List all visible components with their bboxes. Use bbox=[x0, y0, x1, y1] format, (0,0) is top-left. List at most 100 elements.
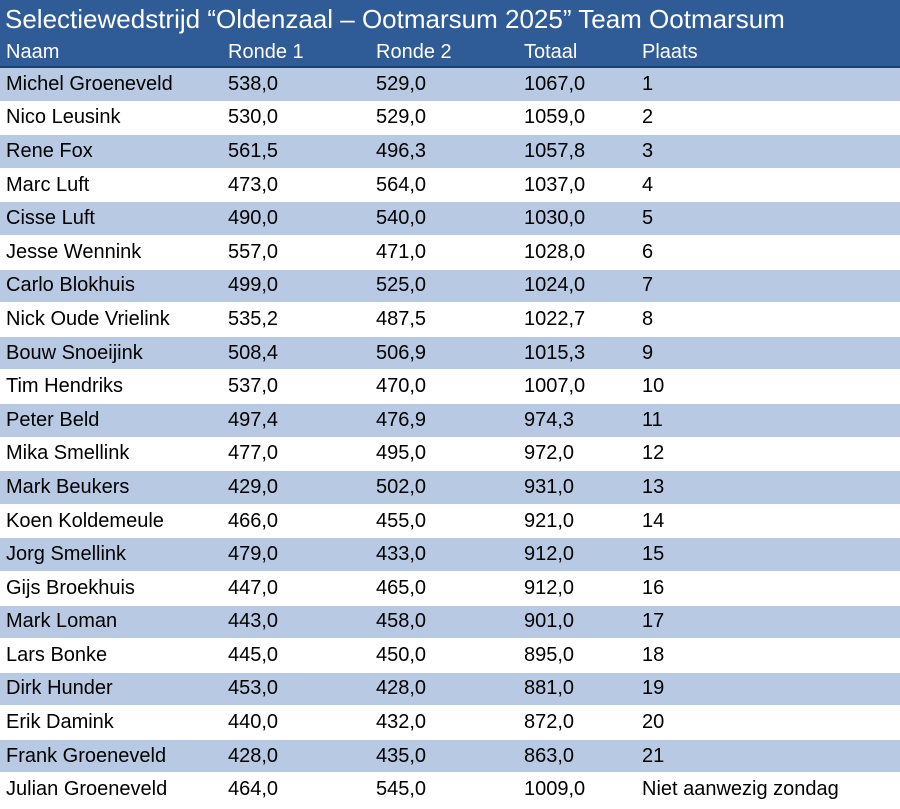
table-row: Jesse Wennink 557,0 471,0 1028,0 6 bbox=[0, 235, 900, 270]
cell-naam: Cisse Luft bbox=[0, 201, 222, 236]
page-title: Selectiewedstrijd “Oldenzaal – Ootmarsum… bbox=[0, 0, 900, 38]
cell-plaats: 9 bbox=[636, 336, 900, 371]
cell-ronde-1: 535,2 bbox=[222, 302, 370, 337]
header-row: Naam Ronde 1 Ronde 2 Totaal Plaats bbox=[0, 38, 900, 68]
cell-totaal: 921,0 bbox=[518, 504, 636, 539]
table-row: Mark Beukers 429,0 502,0 931,0 13 bbox=[0, 470, 900, 505]
cell-totaal: 1015,3 bbox=[518, 336, 636, 371]
cell-plaats: 1 bbox=[636, 67, 900, 102]
cell-ronde-2: 529,0 bbox=[370, 67, 518, 102]
cell-ronde-1: 490,0 bbox=[222, 201, 370, 236]
cell-ronde-1: 561,5 bbox=[222, 134, 370, 169]
cell-naam: Gijs Broekhuis bbox=[0, 571, 222, 606]
cell-totaal: 863,0 bbox=[518, 739, 636, 774]
cell-ronde-1: 464,0 bbox=[222, 772, 370, 808]
table-row: Nick Oude Vrielink 535,2 487,5 1022,7 8 bbox=[0, 302, 900, 337]
cell-ronde-2: 450,0 bbox=[370, 638, 518, 673]
cell-totaal: 1022,7 bbox=[518, 302, 636, 337]
cell-ronde-1: 537,0 bbox=[222, 369, 370, 404]
cell-ronde-2: 495,0 bbox=[370, 437, 518, 472]
cell-ronde-1: 429,0 bbox=[222, 470, 370, 505]
table-row: Frank Groeneveld 428,0 435,0 863,0 21 bbox=[0, 739, 900, 774]
table-row: Dirk Hunder 453,0 428,0 881,0 19 bbox=[0, 672, 900, 707]
cell-totaal: 1007,0 bbox=[518, 369, 636, 404]
cell-plaats: 2 bbox=[636, 101, 900, 136]
cell-ronde-2: 465,0 bbox=[370, 571, 518, 606]
cell-ronde-2: 458,0 bbox=[370, 605, 518, 640]
cell-totaal: 972,0 bbox=[518, 437, 636, 472]
cell-ronde-1: 473,0 bbox=[222, 168, 370, 203]
cell-ronde-1: 557,0 bbox=[222, 235, 370, 270]
cell-ronde-2: 540,0 bbox=[370, 201, 518, 236]
cell-naam: Koen Koldemeule bbox=[0, 504, 222, 539]
cell-totaal: 1037,0 bbox=[518, 168, 636, 203]
cell-ronde-2: 525,0 bbox=[370, 269, 518, 304]
table-header: Naam Ronde 1 Ronde 2 Totaal Plaats bbox=[0, 38, 900, 68]
cell-ronde-1: 497,4 bbox=[222, 403, 370, 438]
cell-naam: Marc Luft bbox=[0, 168, 222, 203]
cell-plaats: 6 bbox=[636, 235, 900, 270]
cell-naam: Mark Beukers bbox=[0, 470, 222, 505]
cell-ronde-2: 502,0 bbox=[370, 470, 518, 505]
cell-naam: Tim Hendriks bbox=[0, 369, 222, 404]
table-row: Julian Groeneveld 464,0 545,0 1009,0 Niet aa… bbox=[0, 772, 900, 808]
cell-totaal: 931,0 bbox=[518, 470, 636, 505]
cell-totaal: 901,0 bbox=[518, 605, 636, 640]
cell-totaal: 1028,0 bbox=[518, 235, 636, 270]
cell-naam: Frank Groeneveld bbox=[0, 739, 222, 774]
cell-plaats: 21 bbox=[636, 739, 900, 774]
cell-ronde-2: 471,0 bbox=[370, 235, 518, 270]
cell-ronde-1: 508,4 bbox=[222, 336, 370, 371]
table-row: Koen Koldemeule 466,0 455,0 921,0 14 bbox=[0, 504, 900, 539]
table-row: Bouw Snoeijink 508,4 506,9 1015,3 9 bbox=[0, 336, 900, 371]
cell-naam: Nick Oude Vrielink bbox=[0, 302, 222, 337]
cell-ronde-1: 538,0 bbox=[222, 67, 370, 102]
cell-ronde-2: 455,0 bbox=[370, 504, 518, 539]
cell-plaats: 20 bbox=[636, 705, 900, 740]
cell-ronde-1: 445,0 bbox=[222, 638, 370, 673]
cell-totaal: 872,0 bbox=[518, 705, 636, 740]
cell-plaats: 12 bbox=[636, 437, 900, 472]
cell-plaats: 4 bbox=[636, 168, 900, 203]
table-body: Michel Groeneveld 538,0 529,0 1067,0 1 Nico L… bbox=[0, 67, 900, 808]
cell-plaats: Niet aanwezig zondag bbox=[636, 772, 900, 808]
cell-ronde-2: 487,5 bbox=[370, 302, 518, 337]
cell-ronde-1: 499,0 bbox=[222, 269, 370, 304]
cell-totaal: 895,0 bbox=[518, 638, 636, 673]
cell-ronde-2: 433,0 bbox=[370, 537, 518, 572]
table-row: Michel Groeneveld 538,0 529,0 1067,0 1 bbox=[0, 67, 900, 102]
cell-ronde-1: 447,0 bbox=[222, 571, 370, 606]
cell-totaal: 1067,0 bbox=[518, 67, 636, 102]
column-header-naam: Naam bbox=[0, 38, 222, 68]
cell-plaats: 14 bbox=[636, 504, 900, 539]
cell-plaats: 13 bbox=[636, 470, 900, 505]
cell-ronde-1: 453,0 bbox=[222, 672, 370, 707]
cell-naam: Nico Leusink bbox=[0, 101, 222, 136]
cell-naam: Jesse Wennink bbox=[0, 235, 222, 270]
column-header-ronde-1: Ronde 1 bbox=[222, 38, 370, 68]
cell-plaats: 19 bbox=[636, 672, 900, 707]
table-row: Carlo Blokhuis 499,0 525,0 1024,0 7 bbox=[0, 269, 900, 304]
cell-plaats: 18 bbox=[636, 638, 900, 673]
cell-totaal: 1024,0 bbox=[518, 269, 636, 304]
cell-naam: Erik Damink bbox=[0, 705, 222, 740]
table-row: Jorg Smellink 479,0 433,0 912,0 15 bbox=[0, 537, 900, 572]
column-header-plaats: Plaats bbox=[636, 38, 900, 68]
cell-ronde-2: 435,0 bbox=[370, 739, 518, 774]
cell-naam: Lars Bonke bbox=[0, 638, 222, 673]
table-row: Tim Hendriks 537,0 470,0 1007,0 10 bbox=[0, 369, 900, 404]
cell-ronde-1: 428,0 bbox=[222, 739, 370, 774]
cell-ronde-2: 529,0 bbox=[370, 101, 518, 136]
table-row: Erik Damink 440,0 432,0 872,0 20 bbox=[0, 705, 900, 740]
cell-plaats: 17 bbox=[636, 605, 900, 640]
cell-naam: Julian Groeneveld bbox=[0, 772, 222, 808]
cell-ronde-2: 545,0 bbox=[370, 772, 518, 808]
cell-plaats: 11 bbox=[636, 403, 900, 438]
cell-naam: Carlo Blokhuis bbox=[0, 269, 222, 304]
cell-totaal: 912,0 bbox=[518, 571, 636, 606]
results-table: Naam Ronde 1 Ronde 2 Totaal Plaats Miche… bbox=[0, 38, 900, 808]
cell-plaats: 16 bbox=[636, 571, 900, 606]
table-row: Peter Beld 497,4 476,9 974,3 11 bbox=[0, 403, 900, 438]
cell-ronde-1: 466,0 bbox=[222, 504, 370, 539]
